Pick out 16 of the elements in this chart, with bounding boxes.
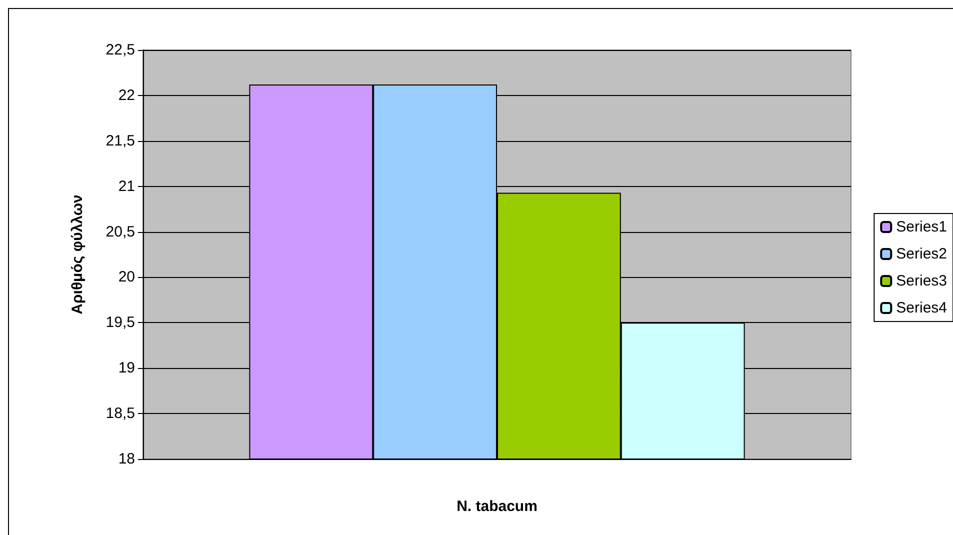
y-tick-label: 19,5 — [106, 314, 135, 332]
legend-label: Series4 — [896, 300, 947, 316]
y-tick-label: 21,5 — [106, 132, 135, 150]
x-axis-title: N. tabacum — [456, 498, 538, 515]
legend-label: Series1 — [896, 218, 947, 236]
y-tick-label: 22 — [118, 86, 135, 104]
y-tick-label: 20,5 — [106, 223, 135, 240]
legend-label: Series3 — [896, 272, 947, 290]
y-tick-label: 21 — [118, 178, 135, 195]
y-tick-label: 20 — [118, 268, 135, 286]
y-tick-label: 18 — [118, 450, 135, 468]
y-tick-label: 19 — [118, 360, 135, 377]
y-tick-label: 18,5 — [106, 405, 135, 422]
legend-label: Series2 — [896, 246, 947, 262]
y-tick-label: 22,5 — [106, 42, 135, 58]
y-axis-title: Αριθμός φύλλων — [69, 194, 86, 314]
